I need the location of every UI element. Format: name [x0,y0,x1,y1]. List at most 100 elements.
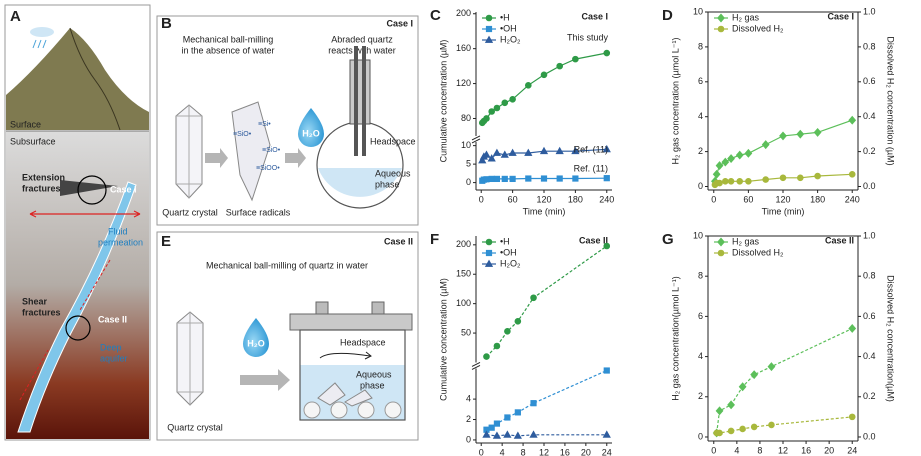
y2-tick-label: 0.6 [863,76,876,86]
legend-swatch [485,238,493,246]
panel-e: E Case II Mechanical ball-milling of qua… [156,231,419,441]
data-point [493,420,501,427]
x-tick-label: 12 [539,447,549,456]
vessel [299,329,406,421]
legend-label: H₂O₂ [500,258,521,268]
headspace-label: Headspace [340,337,386,347]
label: permeation [98,237,143,247]
y-tick-label: 0 [466,177,471,187]
x-tick-label: 8 [757,445,762,455]
data-point [602,430,611,438]
radical-label: ≡SiOO• [256,165,280,172]
series-line [486,369,608,431]
y-tick-label: 6 [698,76,703,86]
stress-arrow [29,210,141,218]
label: aquifer [100,353,128,363]
axis-break [471,135,481,141]
data-point [483,176,490,183]
data-point [483,353,490,360]
x-tick-label: 240 [845,194,860,204]
x-tick-label: 120 [775,194,790,204]
data-point [514,409,521,416]
data-point [727,177,735,185]
data-point [761,140,770,150]
x-tick-label: 0 [711,194,716,204]
water-label: H₂O [247,338,265,348]
y2-tick-label: 0.4 [863,351,876,361]
y-tick-label: 150 [456,269,471,279]
flask-neck [349,59,371,125]
case-label: Case II [825,235,854,245]
data-point [736,177,744,185]
y2-tick-label: 0.2 [863,146,876,156]
panel-letter: D [662,7,673,24]
x-tick-label: 16 [560,447,570,456]
x-tick-label: 240 [599,194,614,204]
y-tick-label: 80 [461,113,471,123]
ball [357,401,375,419]
y-tick-label: 160 [456,43,471,53]
data-point [602,144,611,153]
x-tick-label: 20 [581,447,591,456]
y2-axis-label: Dissolved H₂ concentration(µM) [886,275,896,402]
ball [330,401,348,419]
y-axis-label: H₂ gas concentration (µmol L⁻¹) [670,38,680,165]
x-axis-label: Time (min) [523,206,566,216]
x-tick-label: 0 [711,445,716,455]
legend-swatch [717,13,725,23]
data-point [530,400,537,407]
y-tick-label: 200 [456,239,471,249]
case-circle [65,315,91,341]
case-label: Case I [386,18,413,28]
panel-letter: E [161,233,171,250]
data-point [493,342,501,350]
data-point [488,108,495,115]
data-point [478,156,487,164]
y-tick-label: 10 [693,6,703,16]
headspace-label: Headspace [370,136,416,146]
data-point [556,175,563,182]
y-tick-label: 8 [698,41,703,51]
x-tick-label: 8 [521,447,526,456]
data-point [503,430,512,438]
series-line [486,434,607,437]
y-tick-label: 4 [466,393,471,403]
x-tick-label: 60 [743,194,753,204]
label: fractures [22,183,61,193]
fracture-channel [17,181,137,433]
panel-a: A Surface Subsurface Extension fractures… [4,4,151,441]
data-point [603,175,610,182]
legend-swatch [485,25,493,33]
extension-fracture [60,180,118,196]
y-tick-label: 10 [693,230,703,240]
data-point [493,104,501,112]
data-point [767,362,776,372]
x-tick-label: 60 [508,194,518,204]
data-point [848,170,856,178]
data-point [529,430,538,438]
radical-label: ≡SiO• [233,131,252,138]
annotation: Ref. (11) [574,163,608,173]
legend-swatch [484,259,494,267]
data-point [572,55,579,63]
panel-letter: G [662,231,674,248]
y2-tick-label: 0.0 [863,431,876,441]
lid-knob [315,301,329,315]
data-point [727,400,735,410]
y-tick-label: 120 [456,78,471,88]
axis-break [471,365,481,370]
data-point [603,49,611,57]
data-point [727,427,735,435]
data-point [555,146,564,155]
water-drop [298,108,324,147]
panel-letter: C [430,7,441,24]
data-point [500,150,509,158]
label: Subsurface [10,136,56,146]
y2-tick-label: 1.0 [863,230,876,240]
data-point [848,115,857,125]
y2-tick-label: 0.4 [863,111,876,121]
data-point [768,421,775,429]
water-drop [243,318,269,357]
cloud [30,27,54,37]
ball [384,401,402,419]
